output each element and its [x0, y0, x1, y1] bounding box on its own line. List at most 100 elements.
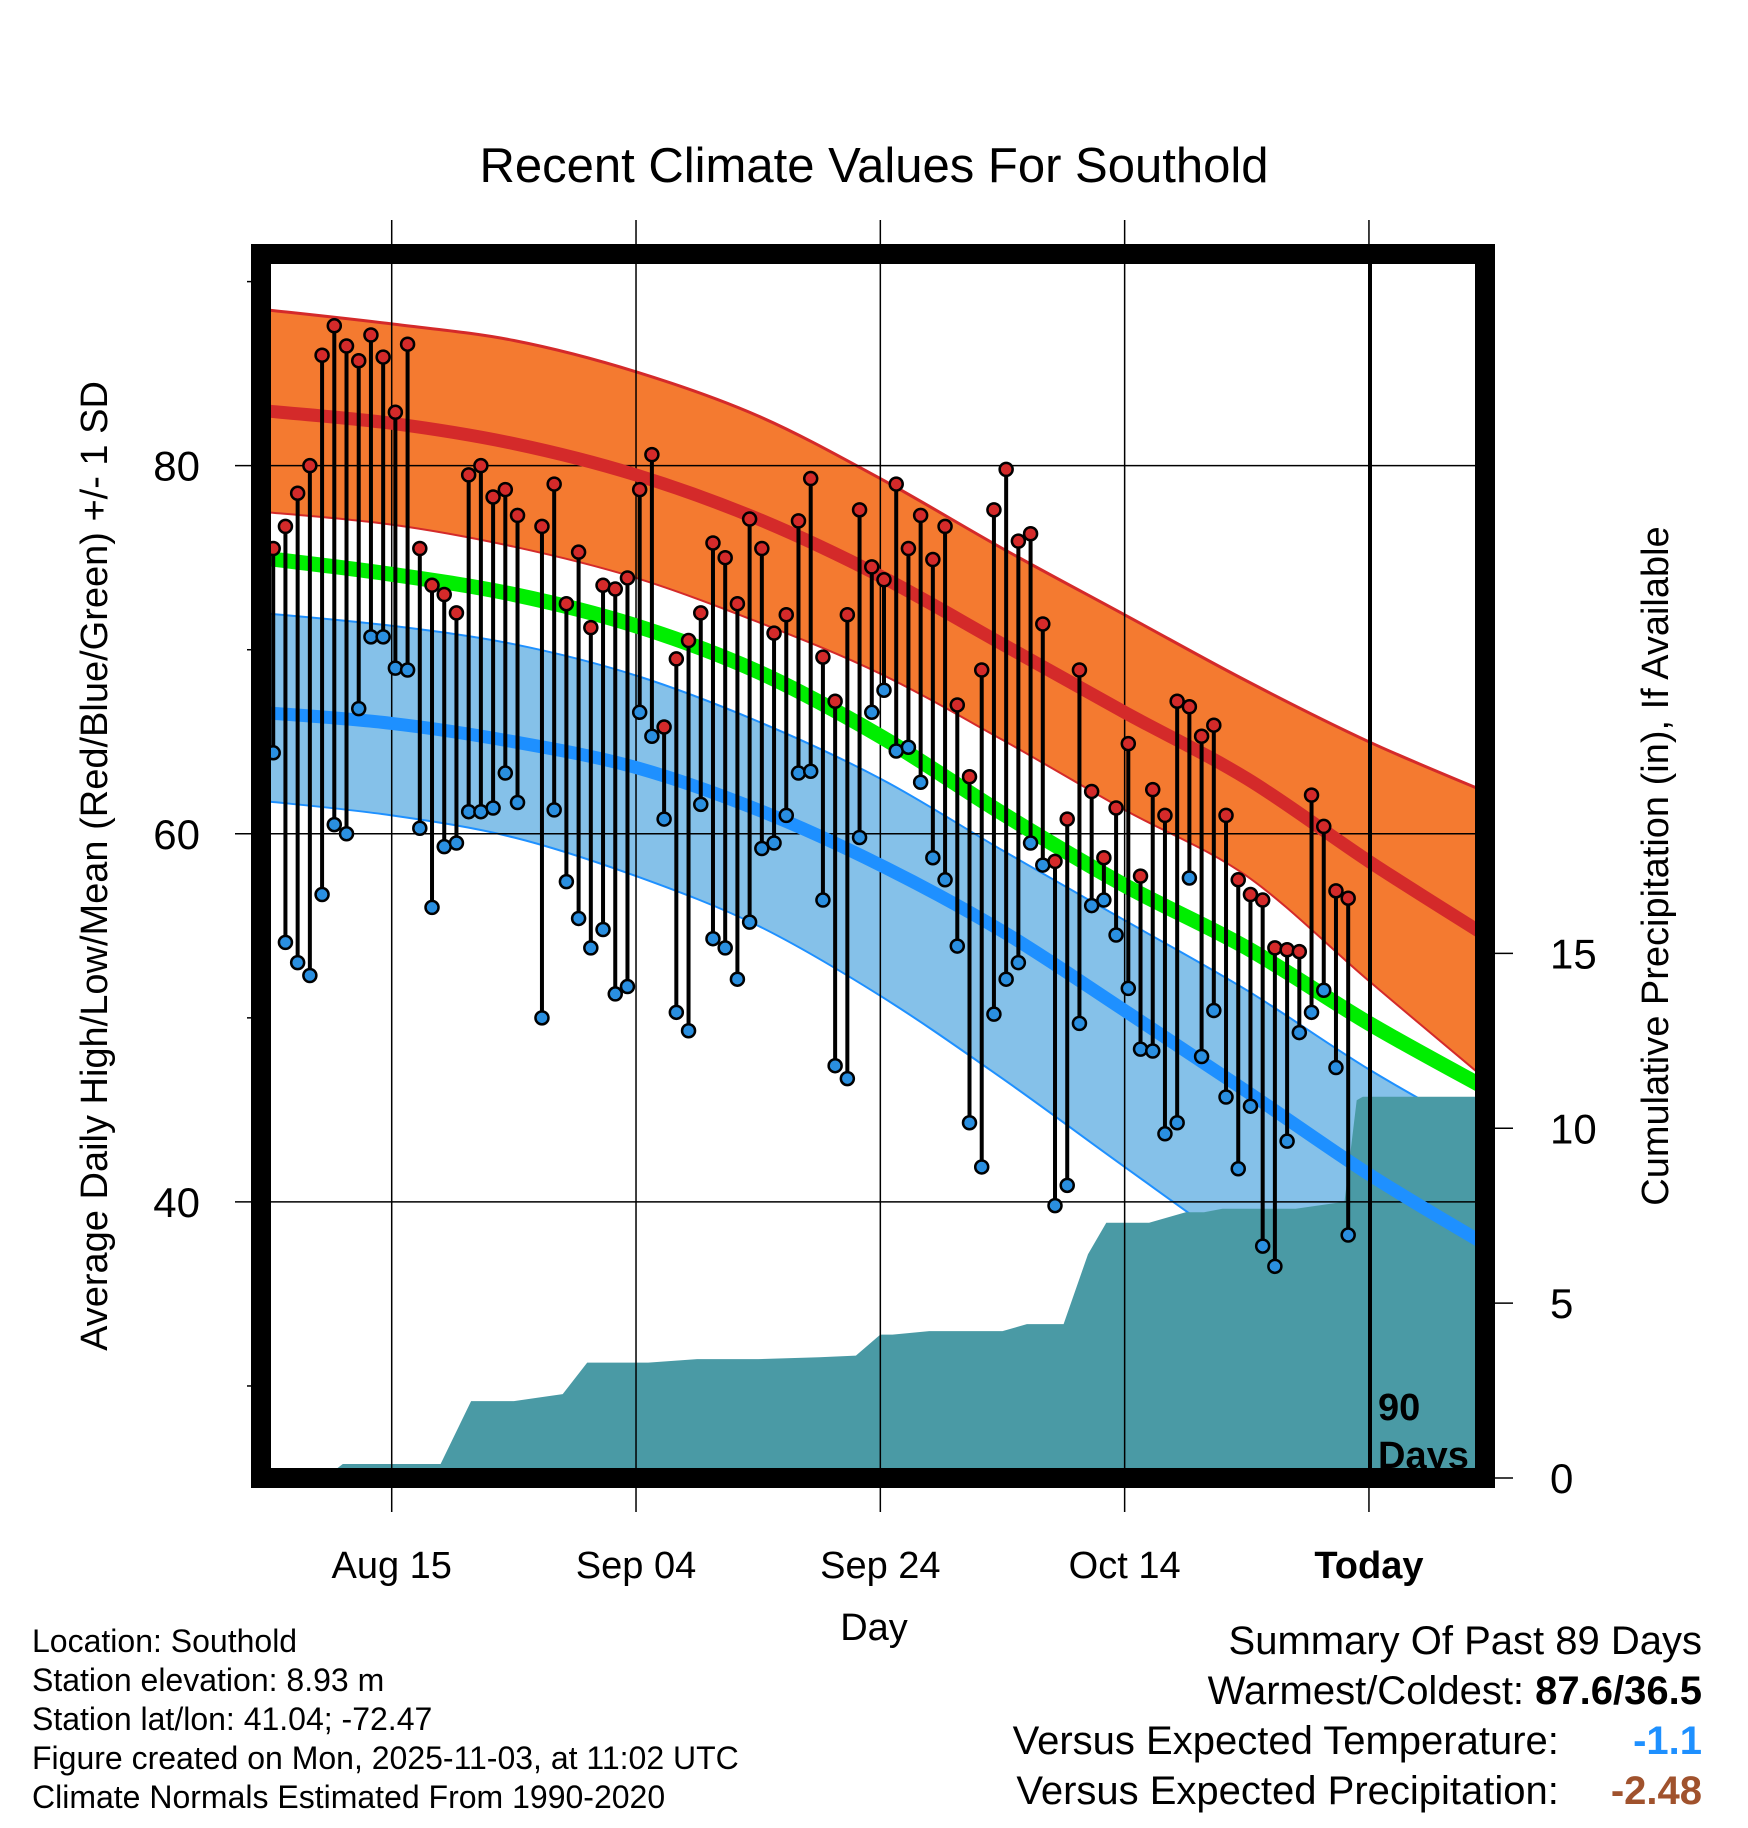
daily-low-point-21	[509, 794, 526, 811]
daily-high-point-19	[485, 489, 501, 505]
daily-low-point-37	[705, 930, 721, 947]
daily-low-point-30	[619, 978, 636, 995]
daily-low-point-80	[1230, 1161, 1246, 1177]
daily-low-point-42	[766, 835, 782, 851]
daily-high-point-33	[656, 719, 672, 735]
daily-low-point-40	[741, 914, 758, 930]
daily-high-point-75	[1169, 693, 1185, 710]
daily-high-point-6	[326, 318, 343, 334]
daily-low-point-56	[937, 872, 953, 888]
daily-low-point-60	[986, 1006, 1002, 1022]
daily-low-point-69	[1096, 892, 1112, 908]
summary-panel: Summary Of Past 89 Days Warmest/Coldest:…	[1013, 1616, 1702, 1816]
daily-low-point-4	[302, 967, 318, 984]
daily-high-point-4	[302, 457, 318, 474]
warm-cold-label: Warmest/Coldest:	[1207, 1669, 1525, 1713]
daily-high-point-57	[949, 697, 966, 713]
daily-high-point-61	[998, 461, 1014, 478]
daily-high-point-42	[766, 625, 782, 641]
info-normals: Climate Normals Estimated From 1990-2020	[32, 1779, 666, 1815]
summary-title: Summary Of Past 89 Days	[1228, 1619, 1702, 1663]
daily-high-point-37	[705, 535, 721, 551]
daily-low-point-11	[387, 660, 404, 676]
daily-low-point-49	[851, 829, 868, 846]
daily-high-point-82	[1254, 892, 1271, 908]
daily-high-point-34	[668, 651, 685, 667]
daily-low-point-31	[631, 704, 648, 721]
chart-title: Recent Climate Values For Southold	[480, 139, 1269, 193]
daily-low-point-76	[1181, 870, 1198, 886]
info-created: Figure created on Mon, 2025-11-03, at 11…	[32, 1740, 739, 1776]
daily-low-point-71	[1120, 980, 1137, 997]
daily-high-point-5	[314, 347, 330, 363]
daily-low-point-67	[1071, 1015, 1088, 1032]
daily-low-point-39	[729, 971, 746, 987]
daily-low-point-70	[1108, 927, 1124, 943]
daily-low-point-81	[1242, 1098, 1259, 1114]
daily-high-point-20	[497, 481, 514, 498]
daily-low-point-33	[656, 811, 672, 827]
y2-tick-label-0: 0	[1550, 1455, 1573, 1502]
daily-low-point-19	[485, 800, 501, 816]
daily-low-point-45	[802, 763, 819, 779]
daily-low-point-77	[1193, 1048, 1210, 1065]
daily-high-point-45	[802, 470, 819, 487]
daily-low-point-20	[497, 765, 514, 781]
info-location: Location: Southold	[32, 1623, 298, 1659]
daily-high-point-88	[1328, 883, 1344, 899]
today-marker-label-unit: Days	[1378, 1435, 1469, 1477]
plot-frame	[251, 244, 1495, 1488]
daily-low-point-88	[1328, 1059, 1344, 1076]
daily-high-point-27	[583, 619, 599, 636]
daily-low-point-35	[680, 1022, 697, 1039]
warm-cold-value: 87.6/36.5	[1535, 1669, 1702, 1713]
daily-high-point-23	[534, 518, 550, 535]
daily-high-point-64	[1035, 616, 1051, 632]
daily-low-point-83	[1267, 1258, 1283, 1275]
daily-high-point-72	[1132, 868, 1149, 884]
daily-low-point-2	[277, 934, 294, 951]
daily-low-point-51	[876, 682, 892, 698]
info-elevation: Station elevation: 8.93 m	[32, 1662, 385, 1698]
daily-high-point-12	[399, 336, 416, 352]
daily-low-point-38	[717, 940, 733, 956]
summary-temp: Versus Expected Temperature: -1.1	[1013, 1716, 1702, 1766]
daily-high-point-87	[1316, 818, 1332, 835]
daily-high-point-25	[558, 595, 575, 612]
daily-high-point-43	[778, 607, 795, 623]
daily-high-point-80	[1230, 872, 1246, 888]
daily-high-point-51	[876, 572, 892, 588]
daily-low-point-68	[1083, 897, 1100, 914]
daily-high-point-52	[888, 476, 904, 492]
daily-low-point-85	[1291, 1024, 1308, 1041]
daily-low-point-65	[1047, 1197, 1063, 1214]
daily-high-point-56	[937, 518, 953, 535]
daily-low-point-26	[570, 910, 587, 927]
daily-low-point-47	[827, 1057, 843, 1074]
daily-low-point-62	[1010, 954, 1027, 971]
daily-high-point-24	[546, 476, 562, 492]
summary-precip: Versus Expected Precipitation: -2.48	[1013, 1766, 1702, 1816]
daily-high-point-68	[1083, 783, 1100, 800]
daily-low-point-54	[912, 774, 929, 791]
daily-high-point-39	[729, 595, 746, 612]
daily-high-point-13	[412, 540, 428, 557]
daily-low-point-29	[607, 986, 624, 1002]
daily-high-point-76	[1181, 699, 1198, 715]
daily-low-point-6	[326, 816, 343, 833]
daily-low-point-24	[546, 802, 562, 818]
temp-value: -1.1	[1633, 1719, 1702, 1763]
daily-high-point-48	[839, 607, 856, 623]
daily-low-point-48	[839, 1070, 856, 1087]
daily-low-point-74	[1157, 1126, 1173, 1142]
daily-low-point-86	[1303, 1004, 1320, 1021]
mean-normal-line	[261, 550, 1485, 1095]
daily-low-point-82	[1254, 1238, 1271, 1254]
daily-low-point-89	[1340, 1227, 1356, 1243]
daily-low-point-41	[754, 840, 770, 857]
daily-high-point-31	[631, 481, 648, 498]
daily-high-point-49	[851, 502, 868, 518]
daily-low-point-63	[1022, 835, 1039, 851]
daily-low-point-79	[1218, 1089, 1234, 1105]
x-tick-label-3: Oct 14	[1069, 1545, 1181, 1587]
